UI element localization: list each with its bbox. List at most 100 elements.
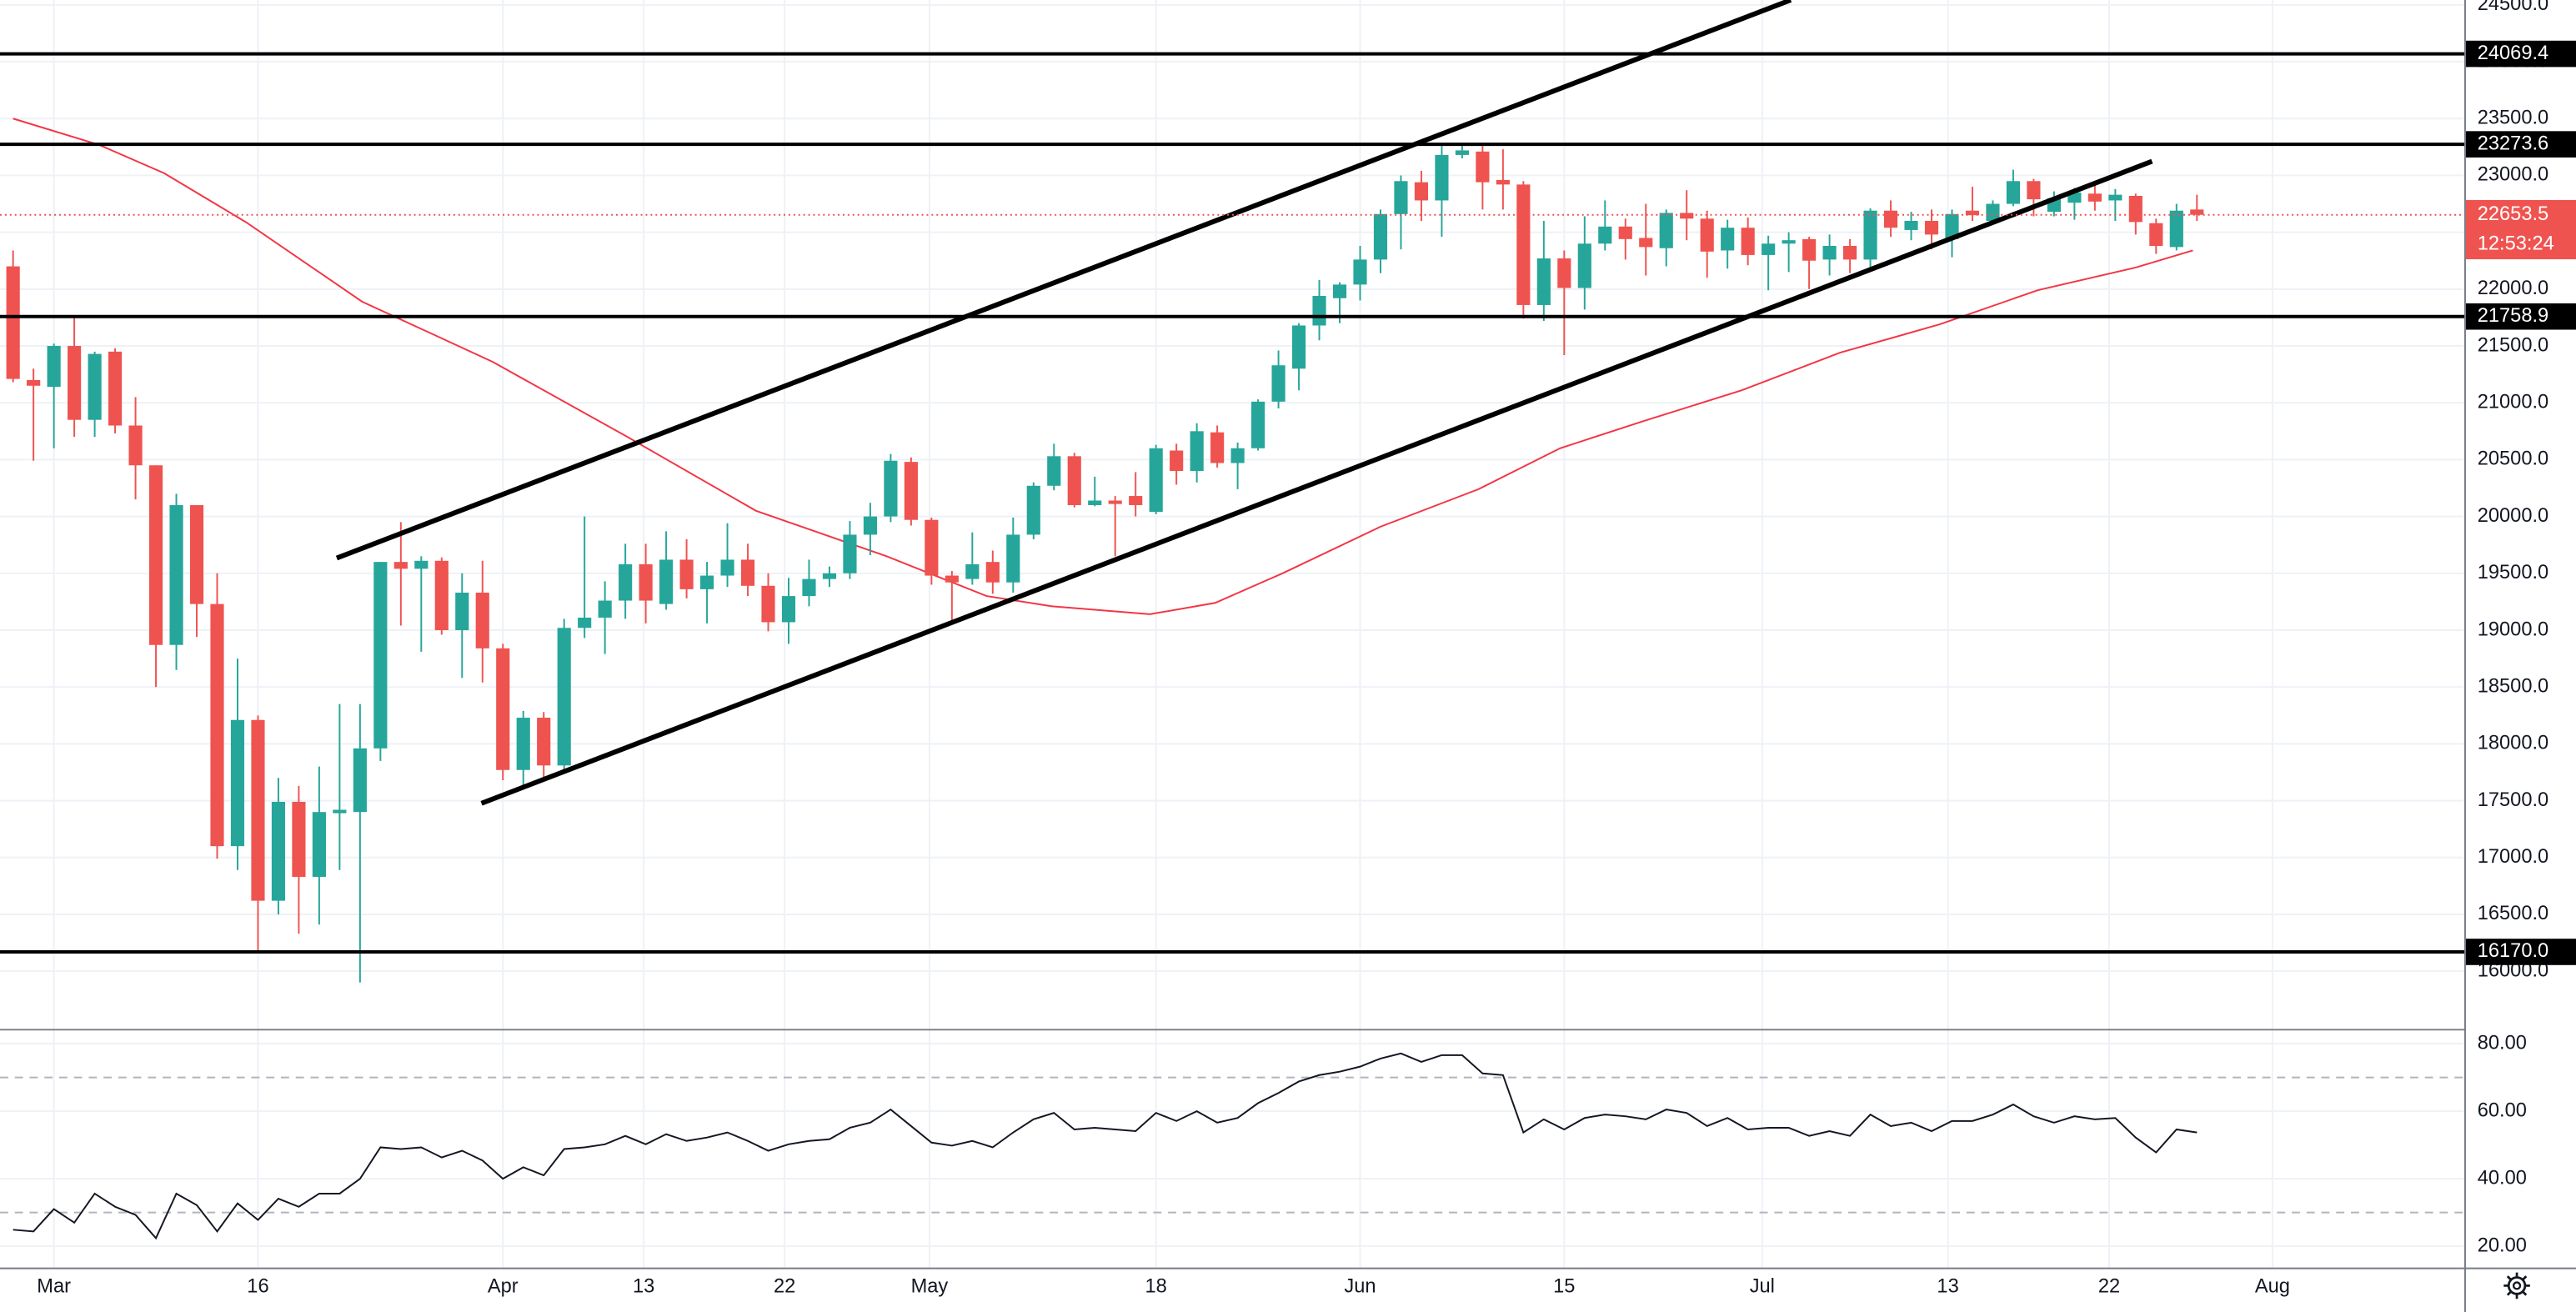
- y-tick-label: 18500.0: [2478, 675, 2548, 697]
- candle-body: [1863, 210, 1877, 260]
- candle-body: [1067, 456, 1081, 505]
- candle-body: [2087, 193, 2102, 202]
- candle-body: [679, 559, 694, 589]
- x-tick-label: Aug: [2255, 1276, 2290, 1298]
- x-tick-label: 22: [2098, 1276, 2120, 1298]
- candle-body: [1598, 226, 1612, 244]
- candle-body: [1822, 246, 1837, 260]
- level-label-box: [2465, 40, 2576, 68]
- candle-body: [47, 346, 61, 388]
- candle-body: [2006, 181, 2021, 204]
- candle-body: [1394, 181, 1408, 214]
- level-label: 16170.0: [2478, 940, 2548, 962]
- candle-body: [1006, 534, 1020, 583]
- candle-body: [108, 351, 123, 426]
- candle-body: [1291, 325, 1306, 369]
- candle-body: [537, 718, 551, 766]
- candle-body: [1026, 485, 1040, 535]
- candle-body: [1149, 448, 1163, 513]
- candle-body: [1577, 243, 1591, 288]
- candle-body: [1271, 365, 1285, 402]
- trendline: [480, 158, 2153, 806]
- candle-body: [802, 578, 816, 597]
- candle-body: [945, 575, 959, 583]
- last-price-box: [2465, 199, 2576, 260]
- candle-body: [884, 460, 898, 517]
- candle-body: [1965, 210, 1980, 216]
- candle-body: [353, 748, 367, 813]
- x-tick-label: 15: [1553, 1276, 1575, 1298]
- candle-body: [720, 559, 734, 576]
- candle-body: [312, 812, 326, 877]
- gear-hub[interactable]: [2512, 1281, 2522, 1290]
- x-tick-label: 18: [1145, 1276, 1167, 1298]
- indicator-line: [13, 1052, 2198, 1240]
- candle-body: [496, 648, 510, 770]
- y-tick-label: 21000.0: [2478, 391, 2548, 413]
- indicator-pane: [0, 1052, 2464, 1240]
- gear-teeth[interactable]: [2503, 1272, 2530, 1299]
- candle-body: [598, 600, 612, 618]
- y-tick-label: 24500.0: [2478, 0, 2548, 15]
- candle-body: [271, 801, 286, 901]
- candle-body: [1496, 179, 1510, 185]
- countdown: 12:53:24: [2478, 233, 2554, 254]
- y-tick-label: 20.00: [2478, 1234, 2527, 1256]
- level-label-box: [2465, 939, 2576, 965]
- settings-icon[interactable]: [2503, 1272, 2530, 1299]
- candle-body: [128, 425, 143, 466]
- candle-body: [434, 560, 449, 631]
- x-tick-label: 22: [774, 1276, 795, 1298]
- grid: [0, 0, 2464, 1268]
- candle-body: [925, 519, 939, 576]
- candle-body: [2128, 195, 2142, 223]
- axes: 16000.016500.017000.017500.018000.018500…: [37, 0, 2576, 1298]
- x-tick-label: Mar: [37, 1276, 71, 1298]
- candle-body: [1108, 500, 1122, 504]
- candle-body: [251, 719, 265, 901]
- y-tick-label: 20500.0: [2478, 448, 2548, 470]
- candle-body: [639, 563, 653, 601]
- candle-body: [863, 516, 878, 535]
- price-pane: [0, 0, 2464, 983]
- candle-body: [761, 585, 775, 623]
- candle-body: [1455, 150, 1469, 155]
- candle-body: [475, 592, 489, 648]
- y-tick-label: 19500.0: [2478, 562, 2548, 583]
- candle-body: [68, 346, 82, 420]
- candle-body: [822, 573, 837, 579]
- candle-body: [230, 719, 245, 847]
- moving-average: [13, 118, 2193, 615]
- candle-body: [2149, 223, 2163, 247]
- candle-body: [1924, 221, 1939, 235]
- candle-body: [904, 462, 918, 520]
- candle-body: [1047, 456, 1061, 486]
- candle-body: [557, 628, 571, 766]
- candle-body: [1251, 401, 1265, 448]
- candle-body: [1230, 448, 1245, 463]
- candle-body: [148, 465, 163, 645]
- candle-body: [1700, 218, 1714, 252]
- candle-body: [189, 504, 204, 604]
- y-tick-label: 20000.0: [2478, 505, 2548, 527]
- candle-body: [1945, 213, 1959, 239]
- candle-body: [2108, 194, 2122, 201]
- candle-body: [292, 801, 306, 877]
- candle-body: [1312, 296, 1326, 326]
- candle-body: [1782, 240, 1796, 244]
- y-tick-label: 23500.0: [2478, 107, 2548, 128]
- level-label-box: [2465, 131, 2576, 158]
- candle-body: [2169, 210, 2183, 248]
- candle-body: [373, 562, 388, 749]
- x-tick-label: 16: [247, 1276, 268, 1298]
- candle-body: [414, 560, 428, 569]
- candle-body: [1129, 496, 1143, 505]
- candle-body: [1476, 151, 1490, 183]
- candle-body: [27, 379, 41, 386]
- candle-body: [1435, 154, 1449, 201]
- candle-body: [740, 559, 755, 586]
- candle-body: [1802, 238, 1817, 261]
- candle-body: [1353, 259, 1367, 285]
- candle-body: [1741, 228, 1755, 255]
